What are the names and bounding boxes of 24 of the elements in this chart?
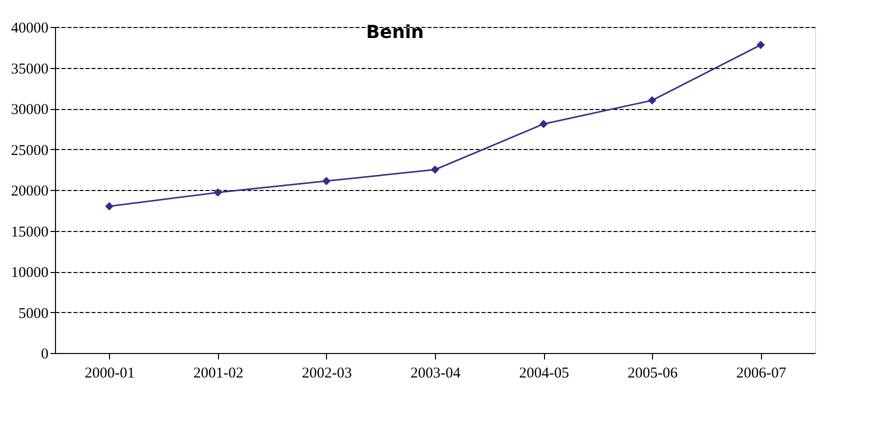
y-tick-label: 5000 <box>18 306 48 322</box>
chart-title: Benin <box>366 22 424 43</box>
x-tick-label: 2005-06 <box>628 366 678 382</box>
x-tick-label: 2003-04 <box>410 366 461 382</box>
x-tick-label: 2002-03 <box>302 366 352 382</box>
y-tick-label: 20000 <box>11 184 48 200</box>
point <box>648 96 656 105</box>
point <box>214 188 222 197</box>
y-tick-label: 10000 <box>11 265 48 281</box>
point <box>539 120 548 128</box>
y-tick-label: 30000 <box>11 102 48 118</box>
x-tick-label: 2006-07 <box>736 366 787 382</box>
y-tick-label: 0 <box>41 346 48 362</box>
x-tick-label: 2000-01 <box>84 366 135 382</box>
y-tick-label: 40000 <box>11 20 48 36</box>
x-tick-label: 2001-02 <box>193 366 244 382</box>
point <box>430 165 440 174</box>
y-tick-label: 35000 <box>11 61 48 78</box>
point <box>756 40 765 50</box>
y-tick-label: 15000 <box>11 224 48 240</box>
x-tick-label: 2004-05 <box>519 366 570 382</box>
y-tick-label: 25000 <box>11 142 48 159</box>
point <box>322 176 331 186</box>
point <box>105 202 114 210</box>
